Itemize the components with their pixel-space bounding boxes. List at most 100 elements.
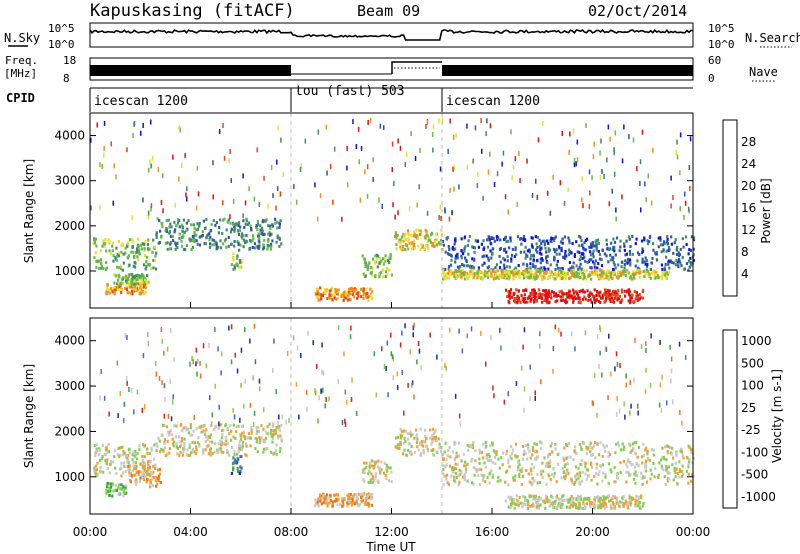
heatmap-cell: [543, 299, 546, 302]
heatmap-speck: [453, 165, 456, 171]
heatmap-cell: [533, 442, 536, 446]
heatmap-cell: [334, 493, 337, 497]
heatmap-cell: [458, 266, 461, 270]
heatmap-cell: [105, 461, 108, 465]
heatmap-cell: [594, 244, 597, 248]
heatmap-speck: [174, 202, 176, 208]
heatmap-cell: [388, 260, 391, 264]
heatmap-cell: [389, 254, 392, 257]
heatmap-cell: [111, 460, 115, 464]
heatmap-cell: [631, 293, 634, 297]
heatmap-cell: [114, 256, 117, 260]
heatmap-speck: [357, 126, 360, 132]
heatmap-cell: [531, 290, 534, 294]
heatmap-cell: [557, 504, 560, 508]
heatmap-speck: [126, 335, 128, 340]
heatmap-cell: [262, 233, 265, 236]
heatmap-cell: [440, 228, 443, 232]
heatmap-cell: [189, 426, 192, 430]
heatmap-speck: [192, 359, 194, 365]
heatmap-cell: [613, 271, 616, 275]
heatmap-cell: [574, 475, 577, 479]
heatmap-cell: [238, 265, 241, 269]
heatmap-cell: [382, 262, 385, 266]
heatmap-cell: [564, 463, 567, 467]
heatmap-cell: [516, 468, 519, 472]
heatmap-cell: [646, 480, 649, 484]
heatmap-cell: [599, 464, 602, 468]
heatmap-cell: [517, 503, 520, 507]
heatmap-cell: [101, 265, 104, 268]
heatmap-cell: [526, 300, 529, 304]
heatmap-cell: [434, 428, 437, 432]
heatmap-cell: [665, 255, 668, 259]
heatmap-cell: [570, 477, 573, 481]
heatmap-cell: [570, 503, 573, 507]
heatmap-cell: [594, 503, 597, 507]
heatmap-cell: [523, 449, 526, 453]
heatmap-cell: [147, 247, 150, 251]
heatmap-cell: [249, 436, 252, 440]
heatmap-cell: [591, 241, 594, 244]
heatmap-cell: [442, 464, 445, 468]
heatmap-cell: [244, 222, 247, 226]
heatmap-cell: [428, 236, 431, 240]
heatmap-cell: [123, 275, 127, 279]
heatmap-cell: [568, 241, 571, 245]
heatmap-cell: [598, 505, 601, 509]
heatmap-cell: [552, 501, 555, 505]
heatmap-cell: [128, 451, 131, 455]
heatmap-cell: [333, 291, 336, 295]
heatmap-cell: [567, 472, 570, 476]
heatmap-cell: [660, 466, 664, 470]
heatmap-cell: [553, 272, 556, 276]
heatmap-cell: [102, 242, 105, 245]
heatmap-speck: [542, 121, 544, 126]
heatmap-cell: [561, 295, 564, 299]
heatmap-cell: [547, 473, 550, 477]
colorbar-tick-label: 16: [741, 201, 756, 215]
heatmap-cell: [270, 232, 273, 236]
heatmap-cell: [576, 275, 579, 279]
heatmap-speck: [381, 346, 383, 352]
heatmap-cell: [532, 504, 535, 508]
heatmap-cell: [457, 474, 460, 478]
heatmap-cell: [518, 463, 521, 467]
heatmap-cell: [575, 505, 578, 509]
heatmap-cell: [370, 266, 373, 270]
heatmap-cell: [228, 432, 231, 436]
heatmap-cell: [571, 499, 574, 503]
heatmap-cell: [603, 495, 606, 499]
heatmap-speck: [160, 327, 163, 332]
heatmap-speck: [659, 340, 661, 345]
heatmap-speck: [534, 396, 536, 401]
heatmap-cell: [560, 476, 563, 480]
heatmap-cell: [126, 460, 129, 464]
heatmap-speck: [441, 118, 444, 123]
heatmap-cell: [626, 290, 629, 294]
heatmap-cell: [522, 289, 525, 293]
heatmap-cell: [472, 482, 475, 486]
heatmap-cell: [188, 237, 191, 241]
heatmap-cell: [395, 436, 398, 440]
heatmap-cell: [601, 455, 604, 458]
heatmap-cell: [578, 506, 581, 510]
heatmap-cell: [419, 427, 422, 431]
heatmap-cell: [141, 459, 144, 462]
heatmap-cell: [609, 258, 612, 262]
heatmap-cell: [371, 290, 374, 294]
heatmap-cell: [146, 243, 150, 246]
heatmap-speck: [486, 118, 488, 124]
colorbar-tick-label: 100: [741, 379, 764, 393]
heatmap-cell: [590, 253, 593, 257]
heatmap-cell: [258, 240, 261, 244]
heatmap-cell: [207, 435, 210, 439]
heatmap-speck: [474, 125, 477, 131]
heatmap-cell: [257, 426, 260, 429]
heatmap-cell: [628, 258, 632, 262]
heatmap-cell: [643, 238, 646, 242]
heatmap-cell: [515, 503, 518, 506]
heatmap-speck: [409, 349, 411, 355]
heatmap-cell: [471, 481, 474, 485]
heatmap-cell: [509, 239, 512, 243]
